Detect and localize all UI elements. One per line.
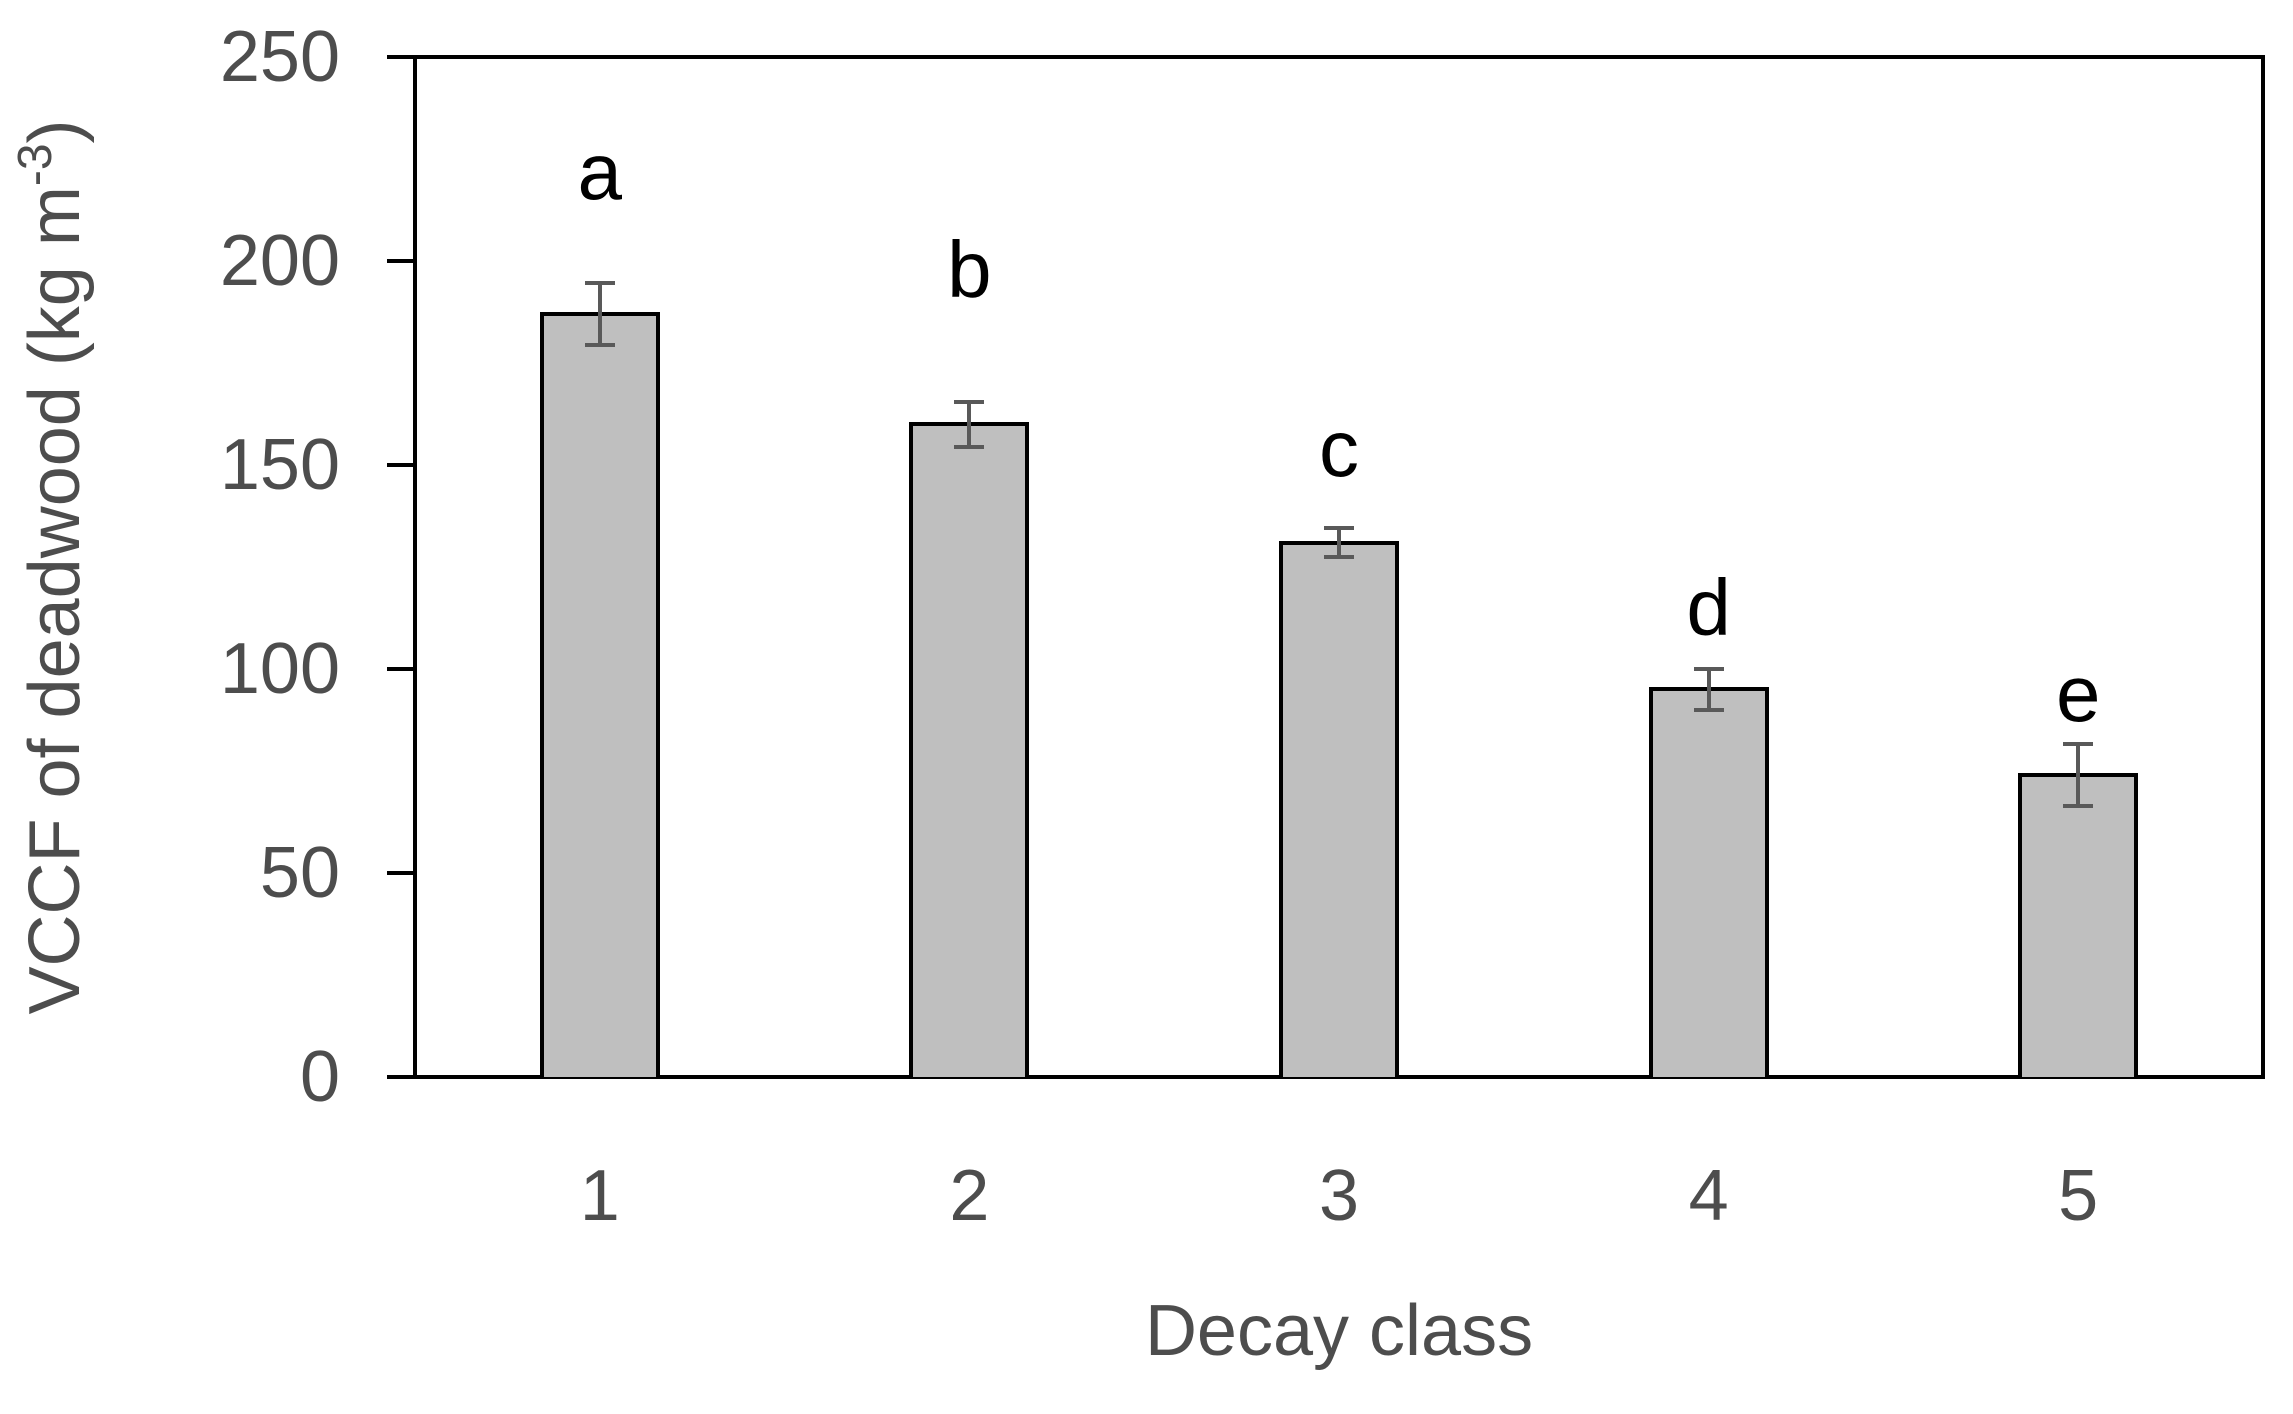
error-bar-cap-top: [1324, 526, 1354, 531]
y-tick-label: 100: [219, 629, 340, 709]
x-tick-label: 1: [579, 1156, 620, 1236]
bar: [909, 422, 1030, 1077]
significance-letter: a: [577, 126, 623, 216]
error-bar-line: [1706, 669, 1711, 710]
error-bar-line: [1337, 528, 1341, 557]
y-axis-title-suffix: ): [15, 119, 95, 144]
error-bar-cap-top: [1693, 667, 1724, 671]
y-tick-label: 250: [219, 17, 340, 97]
y-tick-mark: [387, 667, 415, 671]
bar: [1279, 540, 1399, 1077]
significance-letter: d: [1686, 563, 1731, 653]
y-axis-title-superscript: -3: [9, 143, 62, 187]
error-bar-cap-top: [584, 281, 615, 286]
error-bar-cap-bottom: [954, 444, 985, 449]
x-tick-label: 4: [1688, 1156, 1729, 1236]
significance-letter: b: [947, 224, 992, 314]
bar: [2018, 773, 2139, 1077]
error-bar-cap-bottom: [1324, 554, 1354, 559]
error-bar-cap-bottom: [1693, 707, 1724, 712]
significance-letter: c: [1319, 404, 1359, 494]
error-bar-line: [967, 401, 972, 447]
error-bar-cap-bottom: [2063, 803, 2094, 808]
y-tick-mark: [387, 463, 415, 467]
y-tick-mark: [387, 871, 415, 875]
error-bar-cap-top: [954, 399, 985, 404]
y-tick-mark: [387, 259, 415, 263]
y-tick-mark: [387, 55, 415, 59]
y-tick-mark: [387, 1075, 415, 1079]
x-tick-label: 3: [1318, 1156, 1360, 1236]
error-bar-cap-top: [2063, 742, 2094, 747]
significance-letter: e: [2055, 649, 2101, 739]
x-tick-label: 5: [2058, 1156, 2099, 1236]
y-tick-label: 0: [299, 1037, 340, 1117]
x-axis-title: Decay class: [1144, 1291, 1534, 1371]
error-bar-cap-bottom: [584, 342, 615, 347]
y-tick-label: 150: [219, 425, 340, 505]
x-tick-label: 2: [949, 1156, 990, 1236]
error-bar-line: [2076, 744, 2081, 806]
error-bar-line: [597, 283, 602, 345]
bar: [1648, 687, 1769, 1077]
y-tick-label: 50: [259, 833, 340, 913]
bar: [539, 312, 660, 1077]
y-tick-label: 200: [219, 221, 340, 301]
